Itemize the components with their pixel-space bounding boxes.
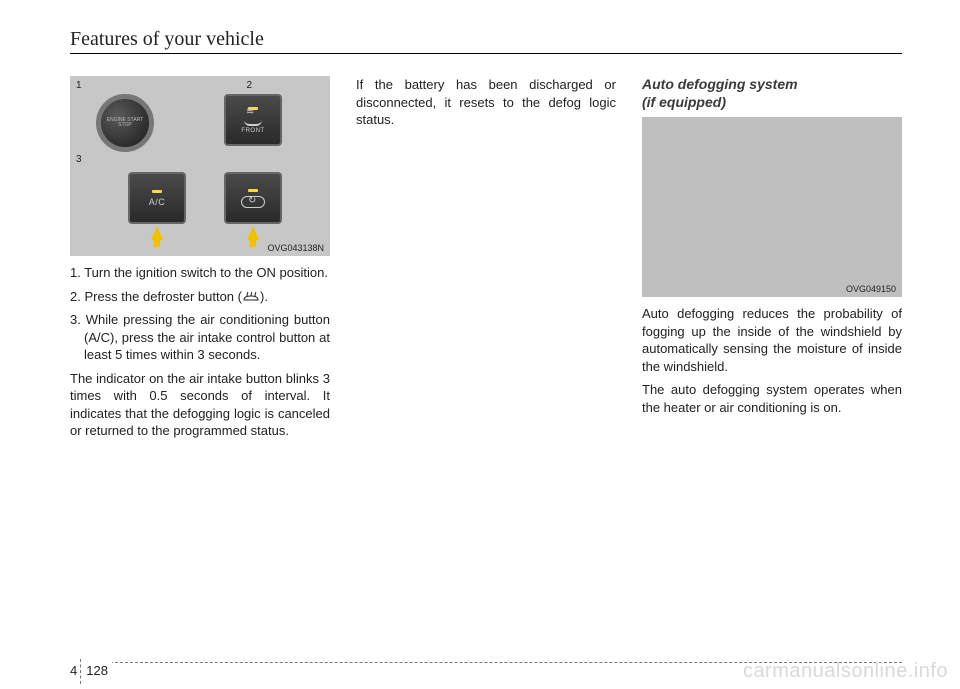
led-icon <box>248 189 258 192</box>
page-no: 128 <box>84 659 108 684</box>
column-1: 1 2 3 ENGINE START STOP FRONT A/C <box>70 76 330 446</box>
figure-auto-defog: OVG049150 <box>642 117 902 297</box>
recirc-button-icon <box>224 172 282 224</box>
ac-button-icon: A/C <box>128 172 186 224</box>
front-defrost-button-icon: FRONT <box>224 94 282 146</box>
figure-controls: 1 2 3 ENGINE START STOP FRONT A/C <box>70 76 330 256</box>
engine-start-dial-icon: ENGINE START STOP <box>96 94 154 152</box>
indicator-paragraph: The indicator on the air intake button b… <box>70 370 330 440</box>
arrow-up-icon <box>151 226 163 240</box>
page-header: Features of your vehicle <box>70 28 902 54</box>
figure2-code: OVG049150 <box>846 284 896 294</box>
figure-label-3: 3 <box>76 154 82 165</box>
figure-label-2: 2 <box>246 80 252 91</box>
defrost-icon <box>242 290 260 302</box>
column-2: If the battery has been discharged or di… <box>356 76 616 446</box>
auto-defog-p1: Auto defogging reduces the probability o… <box>642 305 902 375</box>
auto-defog-p2: The auto defogging system operates when … <box>642 381 902 416</box>
step-3: 3. While pressing the air conditioning b… <box>70 311 330 364</box>
subhead-line-2: (if equipped) <box>642 94 726 110</box>
auto-defog-heading: Auto defogging system (if equipped) <box>642 76 902 111</box>
arrow-up-icon <box>247 226 259 240</box>
front-defrost-label: FRONT <box>241 128 264 134</box>
section-title: Features of your vehicle <box>70 28 902 51</box>
figure-row-bottom: A/C <box>128 172 282 224</box>
defrost-front-icon <box>244 114 262 126</box>
led-icon <box>152 190 162 193</box>
step-2: 2. Press the defroster button (). <box>70 288 330 306</box>
page-number: 4 128 <box>70 659 112 684</box>
figure-row-top: ENGINE START STOP FRONT <box>96 94 282 152</box>
figure-code: OVG043138N <box>267 243 324 253</box>
section-number: 4 <box>70 659 81 684</box>
figure-label-1: 1 <box>76 80 82 91</box>
battery-note: If the battery has been discharged or di… <box>356 76 616 129</box>
column-3: Auto defogging system (if equipped) OVG0… <box>642 76 902 446</box>
manual-page: Features of your vehicle 1 2 3 ENGINE ST… <box>0 0 960 689</box>
ac-label: A/C <box>149 197 166 207</box>
subhead-line-1: Auto defogging system <box>642 76 798 92</box>
recirculation-icon <box>241 196 265 208</box>
instruction-list: 1. Turn the ignition switch to the ON po… <box>70 264 330 440</box>
content-columns: 1 2 3 ENGINE START STOP FRONT A/C <box>70 76 902 446</box>
auto-defog-text: Auto defogging reduces the probability o… <box>642 305 902 416</box>
step-2-text-a: 2. Press the defroster button ( <box>70 289 242 304</box>
step-1: 1. Turn the ignition switch to the ON po… <box>70 264 330 282</box>
step-2-text-b: ). <box>260 289 268 304</box>
watermark: carmanualsonline.info <box>743 660 948 683</box>
